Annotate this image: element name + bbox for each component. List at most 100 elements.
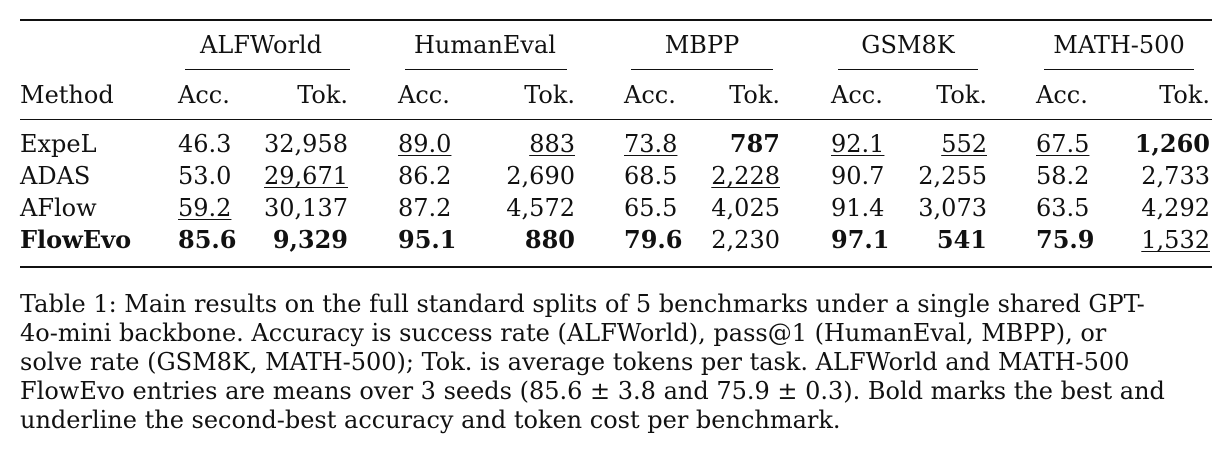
tok-value: 2,230	[711, 226, 780, 254]
tok-subheader: Tok.	[936, 81, 987, 109]
acc-value: 95.1	[398, 225, 457, 254]
acc-value: 79.6	[624, 225, 683, 254]
table-cell: 91.4	[831, 193, 884, 223]
acc-value: 67.5	[1036, 130, 1090, 158]
table-cell: 90.7	[831, 161, 884, 191]
tok-value: 2,690	[506, 162, 575, 190]
table-cell: 883	[485, 129, 575, 159]
table-cell: 92.1	[831, 129, 884, 159]
header-rule	[20, 119, 1212, 120]
caption-line: FlowEvo entries are means over 3 seeds (…	[20, 377, 1165, 405]
table-cell: 541	[897, 225, 987, 255]
table-cell: 58.2	[1036, 161, 1089, 191]
table-cell: 4,292	[1120, 193, 1210, 223]
cmidrule-mbpp	[631, 69, 773, 70]
tok-value: 9,329	[272, 225, 348, 254]
tok-subheader: Tok.	[1159, 81, 1210, 109]
tok-value: 787	[729, 129, 780, 158]
acc-value: 65.5	[624, 194, 678, 222]
method-cell: FlowEvo	[20, 225, 132, 254]
table-cell: 63.5	[1036, 193, 1089, 223]
acc-value: 53.0	[178, 162, 232, 190]
tok-value: 3,073	[918, 194, 987, 222]
method-cell: AFlow	[20, 194, 97, 222]
tok-value: 2,733	[1141, 162, 1210, 190]
acc-value: 97.1	[831, 225, 890, 254]
table-cell: 880	[485, 225, 575, 255]
caption-line: 4o-mini backbone. Accuracy is success ra…	[20, 319, 1107, 347]
method-cell: ExpeL	[20, 130, 97, 158]
tok-value: 4,292	[1141, 194, 1210, 222]
table-cell: 68.5	[624, 161, 677, 191]
table-cell: 2,228	[690, 161, 780, 191]
table-cell: 2,733	[1120, 161, 1210, 191]
table-cell: 2,255	[897, 161, 987, 191]
acc-subheader: Acc.	[178, 81, 230, 109]
top-rule	[20, 19, 1212, 21]
tok-value: 1,532	[1141, 226, 1210, 254]
benchmark-header-mbpp: MBPP	[664, 31, 740, 59]
table-cell: 86.2	[398, 161, 451, 191]
table-cell: 97.1	[831, 225, 889, 255]
cmidrule-alfworld	[185, 69, 350, 70]
cmidrule-humaneval	[405, 69, 567, 70]
table-cell: 552	[897, 129, 987, 159]
acc-value: 75.9	[1036, 225, 1095, 254]
table-cell: 9,329	[258, 225, 348, 255]
table-cell: 4,025	[690, 193, 780, 223]
acc-value: 91.4	[831, 194, 885, 222]
tok-subheader: Tok.	[729, 81, 780, 109]
method-header: Method	[20, 81, 114, 109]
cmidrule-math500	[1044, 69, 1194, 70]
tok-value: 2,255	[918, 162, 987, 190]
acc-value: 87.2	[398, 194, 452, 222]
acc-value: 85.6	[178, 225, 237, 254]
bottom-rule	[20, 266, 1212, 268]
table-cell: 32,958	[258, 129, 348, 159]
acc-value: 86.2	[398, 162, 452, 190]
tok-subheader: Tok.	[524, 81, 575, 109]
acc-value: 58.2	[1036, 162, 1090, 190]
table-cell: 1,532	[1120, 225, 1210, 255]
benchmark-header-alfworld: ALFWorld	[200, 31, 322, 59]
tok-subheader: Tok.	[297, 81, 348, 109]
table-cell: 65.5	[624, 193, 677, 223]
benchmark-header-gsm8k: GSM8K	[861, 31, 955, 59]
tok-value: 32,958	[264, 130, 348, 158]
acc-value: 90.7	[831, 162, 885, 190]
table-cell: 1,260	[1120, 129, 1210, 159]
tok-value: 1,260	[1134, 129, 1210, 158]
table-cell: 67.5	[1036, 129, 1089, 159]
table-cell: 87.2	[398, 193, 451, 223]
tok-value: 883	[529, 130, 575, 158]
caption-line: underline the second-best accuracy and t…	[20, 406, 841, 434]
benchmark-header-math500: MATH-500	[1053, 31, 1185, 59]
tok-value: 4,572	[506, 194, 575, 222]
acc-value: 73.8	[624, 130, 678, 158]
table-cell: 2,690	[485, 161, 575, 191]
acc-value: 68.5	[624, 162, 678, 190]
tok-value: 552	[941, 130, 987, 158]
acc-subheader: Acc.	[398, 81, 450, 109]
table-cell: 2,230	[690, 225, 780, 255]
acc-subheader: Acc.	[624, 81, 676, 109]
table-cell: 79.6	[624, 225, 682, 255]
tok-value: 880	[524, 225, 575, 254]
tok-value: 541	[936, 225, 987, 254]
caption-line: solve rate (GSM8K, MATH-500); Tok. is av…	[20, 348, 1130, 376]
method-cell: ADAS	[20, 162, 91, 190]
table-cell: 89.0	[398, 129, 451, 159]
tok-value: 4,025	[711, 194, 780, 222]
acc-subheader: Acc.	[1036, 81, 1088, 109]
table-cell: 59.2	[178, 193, 231, 223]
caption-line: Table 1: Main results on the full standa…	[20, 290, 1145, 318]
table-cell: 3,073	[897, 193, 987, 223]
acc-value: 63.5	[1036, 194, 1090, 222]
acc-subheader: Acc.	[831, 81, 883, 109]
table-cell: 75.9	[1036, 225, 1094, 255]
tok-value: 2,228	[711, 162, 780, 190]
table-caption: Table 1: Main results on the full standa…	[20, 290, 1212, 435]
acc-value: 59.2	[178, 194, 232, 222]
tok-value: 29,671	[264, 162, 348, 190]
